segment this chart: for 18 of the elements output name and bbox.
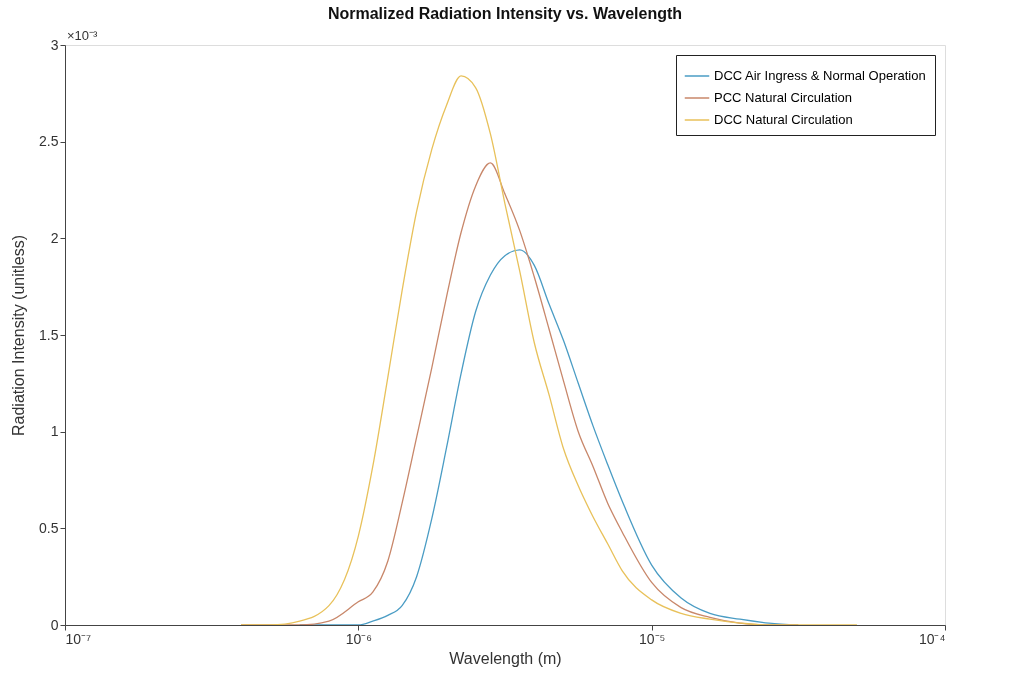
x-tick-label: 10⁻⁷ — [65, 630, 92, 647]
y-tick-label: 0 — [50, 616, 59, 633]
y-axis-title: Radiation Intensity (unitless) — [10, 235, 28, 436]
y-tick-label: 3 — [50, 36, 59, 53]
y-tick-label: 2 — [50, 229, 59, 246]
text: ×10⁻³ — [67, 28, 99, 43]
chart-title: Normalized Radiation Intensity vs. Wavelength — [327, 5, 683, 22]
x-tick-label: 10⁻⁶ — [345, 630, 373, 647]
y-tick-label: 1 — [50, 423, 59, 440]
legend-label: PCC Natural Circulation — [714, 90, 852, 105]
legend-label: DCC Air Ingress & Normal Operation — [714, 68, 926, 83]
x-tick-label: 10⁻⁴ — [918, 630, 946, 647]
y-tick-label: 0.5 — [39, 519, 59, 536]
legend-label: DCC Natural Circulation — [714, 112, 853, 127]
x-axis-title: Wavelength (m) — [449, 649, 562, 667]
y-tick-label: 1.5 — [39, 326, 59, 343]
x-tick-label: 10⁻⁵ — [638, 630, 666, 647]
y-tick-label: 2.5 — [39, 133, 59, 150]
